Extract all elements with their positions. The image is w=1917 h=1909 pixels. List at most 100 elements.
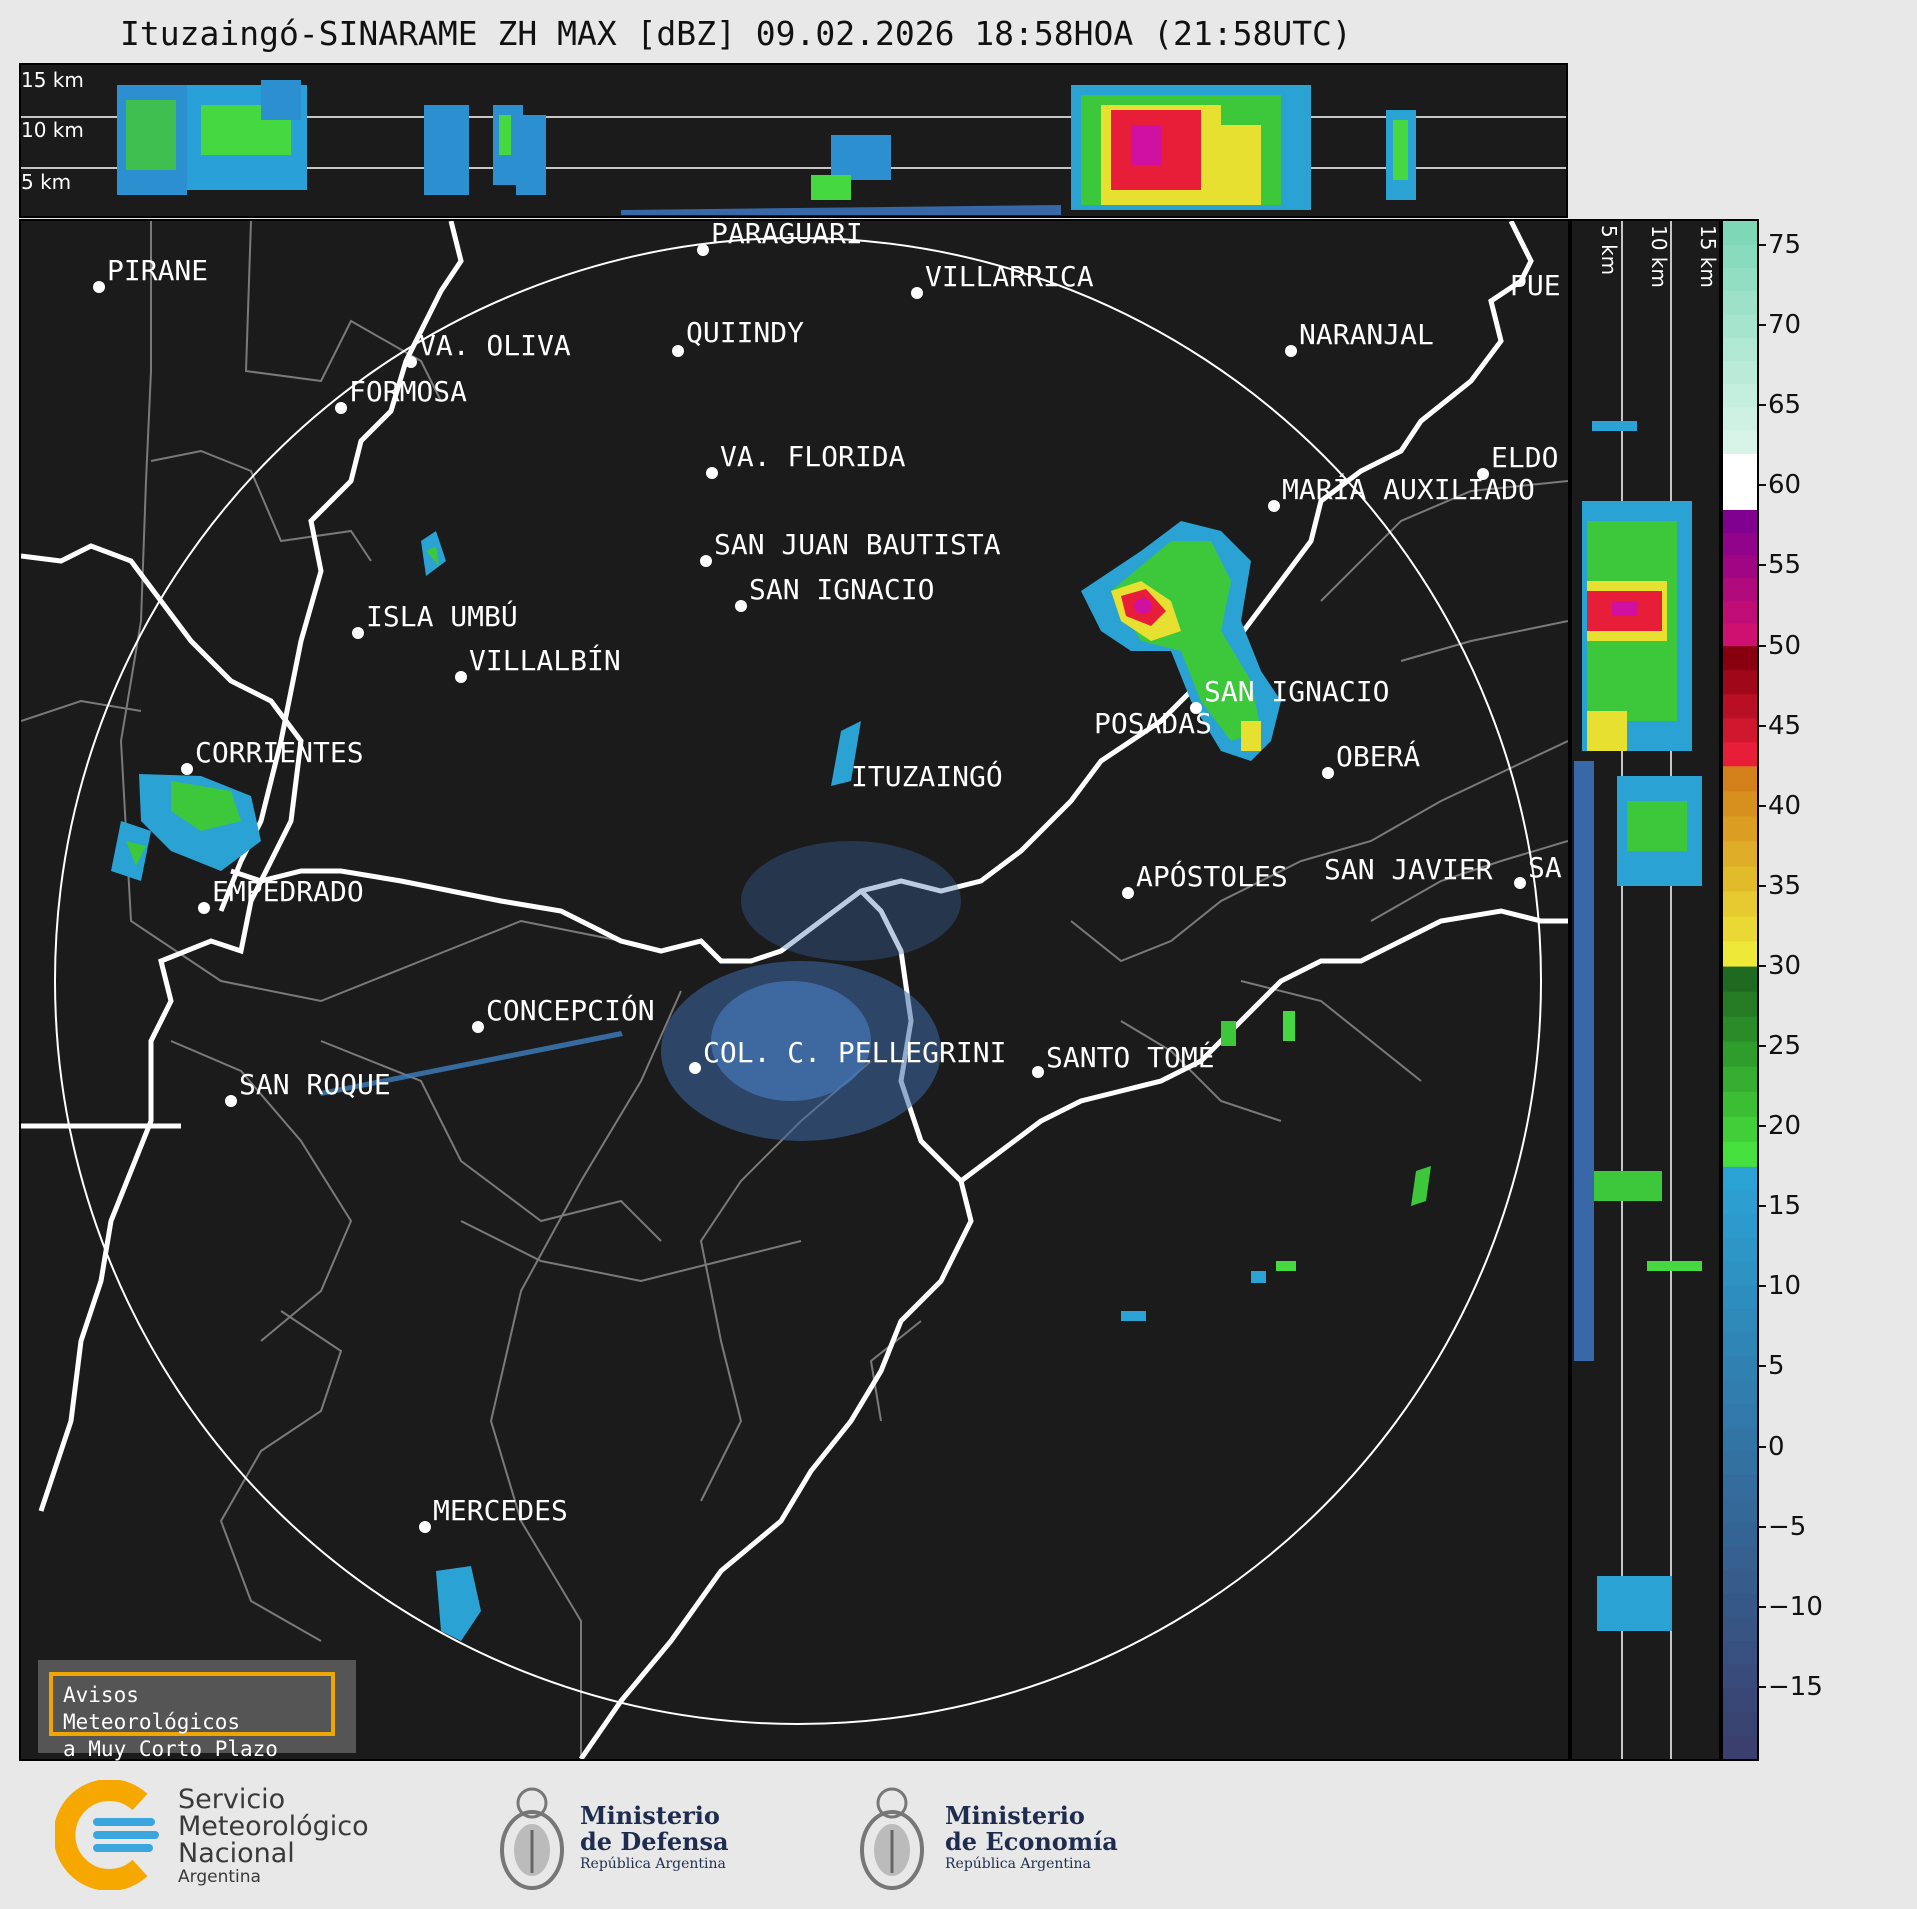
smn-line-2: Meteorológico xyxy=(178,1811,369,1842)
height-label-10km: 10 km xyxy=(21,118,84,142)
city-dot-obera xyxy=(1322,767,1334,779)
chart-title: Ituzaingó-SINARAME ZH MAX [dBZ] 09.02.20… xyxy=(120,14,1352,53)
city-label-san-ignacio-py: SAN IGNACIO xyxy=(749,573,934,606)
city-label-san-ignacio-ar: SAN IGNACIO xyxy=(1204,675,1389,708)
colorbar-segment xyxy=(1723,1593,1757,1618)
smn-line-3: Nacional xyxy=(178,1838,295,1869)
defensa-line-1: Ministerio xyxy=(580,1801,720,1830)
colorbar-segment xyxy=(1723,890,1757,917)
colorbar-tick-mark xyxy=(1759,564,1766,567)
colorbar-segment xyxy=(1723,1687,1757,1713)
colorbar-tick-label: −10 xyxy=(1768,1591,1823,1622)
ground-clutter xyxy=(321,841,961,1141)
radar-map: PIRANE PARAGUARÍ VILLARRICA QUIINDY VA. … xyxy=(19,219,1570,1761)
colorbar-tick-mark xyxy=(1759,1125,1766,1128)
colorbar-segment xyxy=(1723,1498,1757,1523)
colorbar-tick-mark xyxy=(1759,1285,1766,1288)
colorbar-tick-label: 25 xyxy=(1768,1031,1802,1062)
colorbar-tick-mark xyxy=(1759,1525,1766,1528)
colorbar-tick-label: 10 xyxy=(1768,1271,1802,1302)
colorbar-segment xyxy=(1723,622,1757,647)
colorbar-segment xyxy=(1723,693,1757,719)
colorbar-segment xyxy=(1723,1474,1757,1499)
city-dot-apostoles xyxy=(1122,887,1134,899)
city-dot-santo-tome xyxy=(1032,1066,1044,1078)
colorbar-tick-label: 35 xyxy=(1768,870,1802,901)
colorbar-segment xyxy=(1723,290,1757,315)
city-label-naranjal: NARANJAL xyxy=(1299,318,1434,351)
city-dot-villalbin xyxy=(455,671,467,683)
economia-logo: Ministerio de Economía República Argenti… xyxy=(855,1775,1135,1900)
colorbar xyxy=(1721,219,1759,1761)
colorbar-segment xyxy=(1723,1284,1757,1310)
city-dot-formosa xyxy=(335,402,347,414)
colorbar-segment xyxy=(1723,267,1757,292)
colorbar-segment xyxy=(1723,1066,1757,1092)
colorbar-segment xyxy=(1723,1711,1757,1736)
colorbar-tick-mark xyxy=(1759,644,1766,647)
smn-logo-icon xyxy=(55,1780,159,1890)
city-label-eldorado: ELDO xyxy=(1491,441,1558,474)
city-dot-eldorado xyxy=(1477,468,1489,480)
city-markers: PIRANE PARAGUARÍ VILLARRICA QUIINDY VA. … xyxy=(93,221,1562,1533)
colorbar-segment xyxy=(1723,481,1757,510)
colorbar-segment xyxy=(1723,453,1757,482)
colorbar-segment xyxy=(1723,790,1757,817)
colorbar-segment xyxy=(1723,244,1757,269)
city-dot-va-oliva xyxy=(405,356,417,368)
smn-line-4: Argentina xyxy=(178,1867,261,1887)
city-dot-va-florida xyxy=(706,467,718,479)
city-label-formosa: FORMOSA xyxy=(349,375,467,408)
colorbar-segment xyxy=(1723,1569,1757,1594)
city-label-quiindy: QUIINDY xyxy=(686,316,804,349)
colorbar-segment xyxy=(1723,1735,1757,1759)
colorbar-segment xyxy=(1723,430,1757,454)
city-dot-pirane xyxy=(93,281,105,293)
city-dot-san-roque xyxy=(225,1095,237,1107)
city-label-empedrado: EMPEDRADO xyxy=(212,875,364,908)
colorbar-segment xyxy=(1723,940,1757,967)
warning-line-1: Avisos Meteorológicos xyxy=(63,1683,241,1734)
city-dot-san xyxy=(1514,877,1526,889)
city-label-isla-umbu: ISLA UMBÚ xyxy=(366,599,518,633)
warning-box[interactable]: Avisos Meteorológicos a Muy Corto Plazo xyxy=(38,1660,356,1761)
colorbar-segment xyxy=(1723,1189,1757,1215)
colorbar-segment xyxy=(1723,532,1757,556)
city-label-santo-tome: SANTO TOMÉ xyxy=(1046,1040,1215,1074)
colorbar-segment xyxy=(1723,815,1757,842)
city-label-pirane: PIRANE xyxy=(107,254,208,287)
radar-echoes xyxy=(111,521,1431,1641)
colorbar-segment xyxy=(1723,1308,1757,1333)
city-dot-san-ignacio-ar xyxy=(1190,702,1202,714)
colorbar-tick-label: 75 xyxy=(1768,230,1802,261)
top-echo-2 xyxy=(424,105,546,195)
colorbar-tick-label: 40 xyxy=(1768,790,1802,821)
colorbar-segment xyxy=(1723,915,1757,942)
colorbar-tick-label: 5 xyxy=(1768,1351,1785,1382)
city-dot-empedrado xyxy=(198,902,210,914)
smn-logo: Servicio Meteorológico Nacional Argentin… xyxy=(55,1780,395,1890)
height-profile-top-panel: 15 km 10 km 5 km xyxy=(19,63,1568,218)
economia-line-3: República Argentina xyxy=(945,1856,1091,1872)
side-height-label-5km: 5 km xyxy=(1597,225,1621,275)
colorbar-segment xyxy=(1723,1545,1757,1570)
city-label-maria-auxiliadora: MARÍA AUXILIADO xyxy=(1282,472,1535,506)
colorbar-segment xyxy=(1723,313,1757,338)
colorbar-tick-mark xyxy=(1759,1365,1766,1368)
colorbar-tick-mark xyxy=(1759,804,1766,807)
colorbar-segment xyxy=(1723,645,1757,671)
city-dot-col-c-pellegrini xyxy=(689,1062,701,1074)
city-label-villarrica: VILLARRICA xyxy=(925,260,1094,293)
colorbar-segment xyxy=(1723,840,1757,867)
colorbar-segment xyxy=(1723,221,1757,245)
colorbar-segment xyxy=(1723,383,1757,408)
city-dot-quiindy xyxy=(672,345,684,357)
defensa-line-2: de Defensa xyxy=(580,1827,729,1856)
city-dot-concepcion xyxy=(472,1021,484,1033)
city-label-puerto: PUE xyxy=(1510,269,1561,302)
city-label-mercedes: MERCEDES xyxy=(433,1494,568,1527)
height-label-15km: 15 km xyxy=(21,68,84,92)
side-height-label-15km: 15 km xyxy=(1696,225,1719,288)
city-dot-isla-umbu xyxy=(352,627,364,639)
colorbar-tick-label: 55 xyxy=(1768,550,1802,581)
